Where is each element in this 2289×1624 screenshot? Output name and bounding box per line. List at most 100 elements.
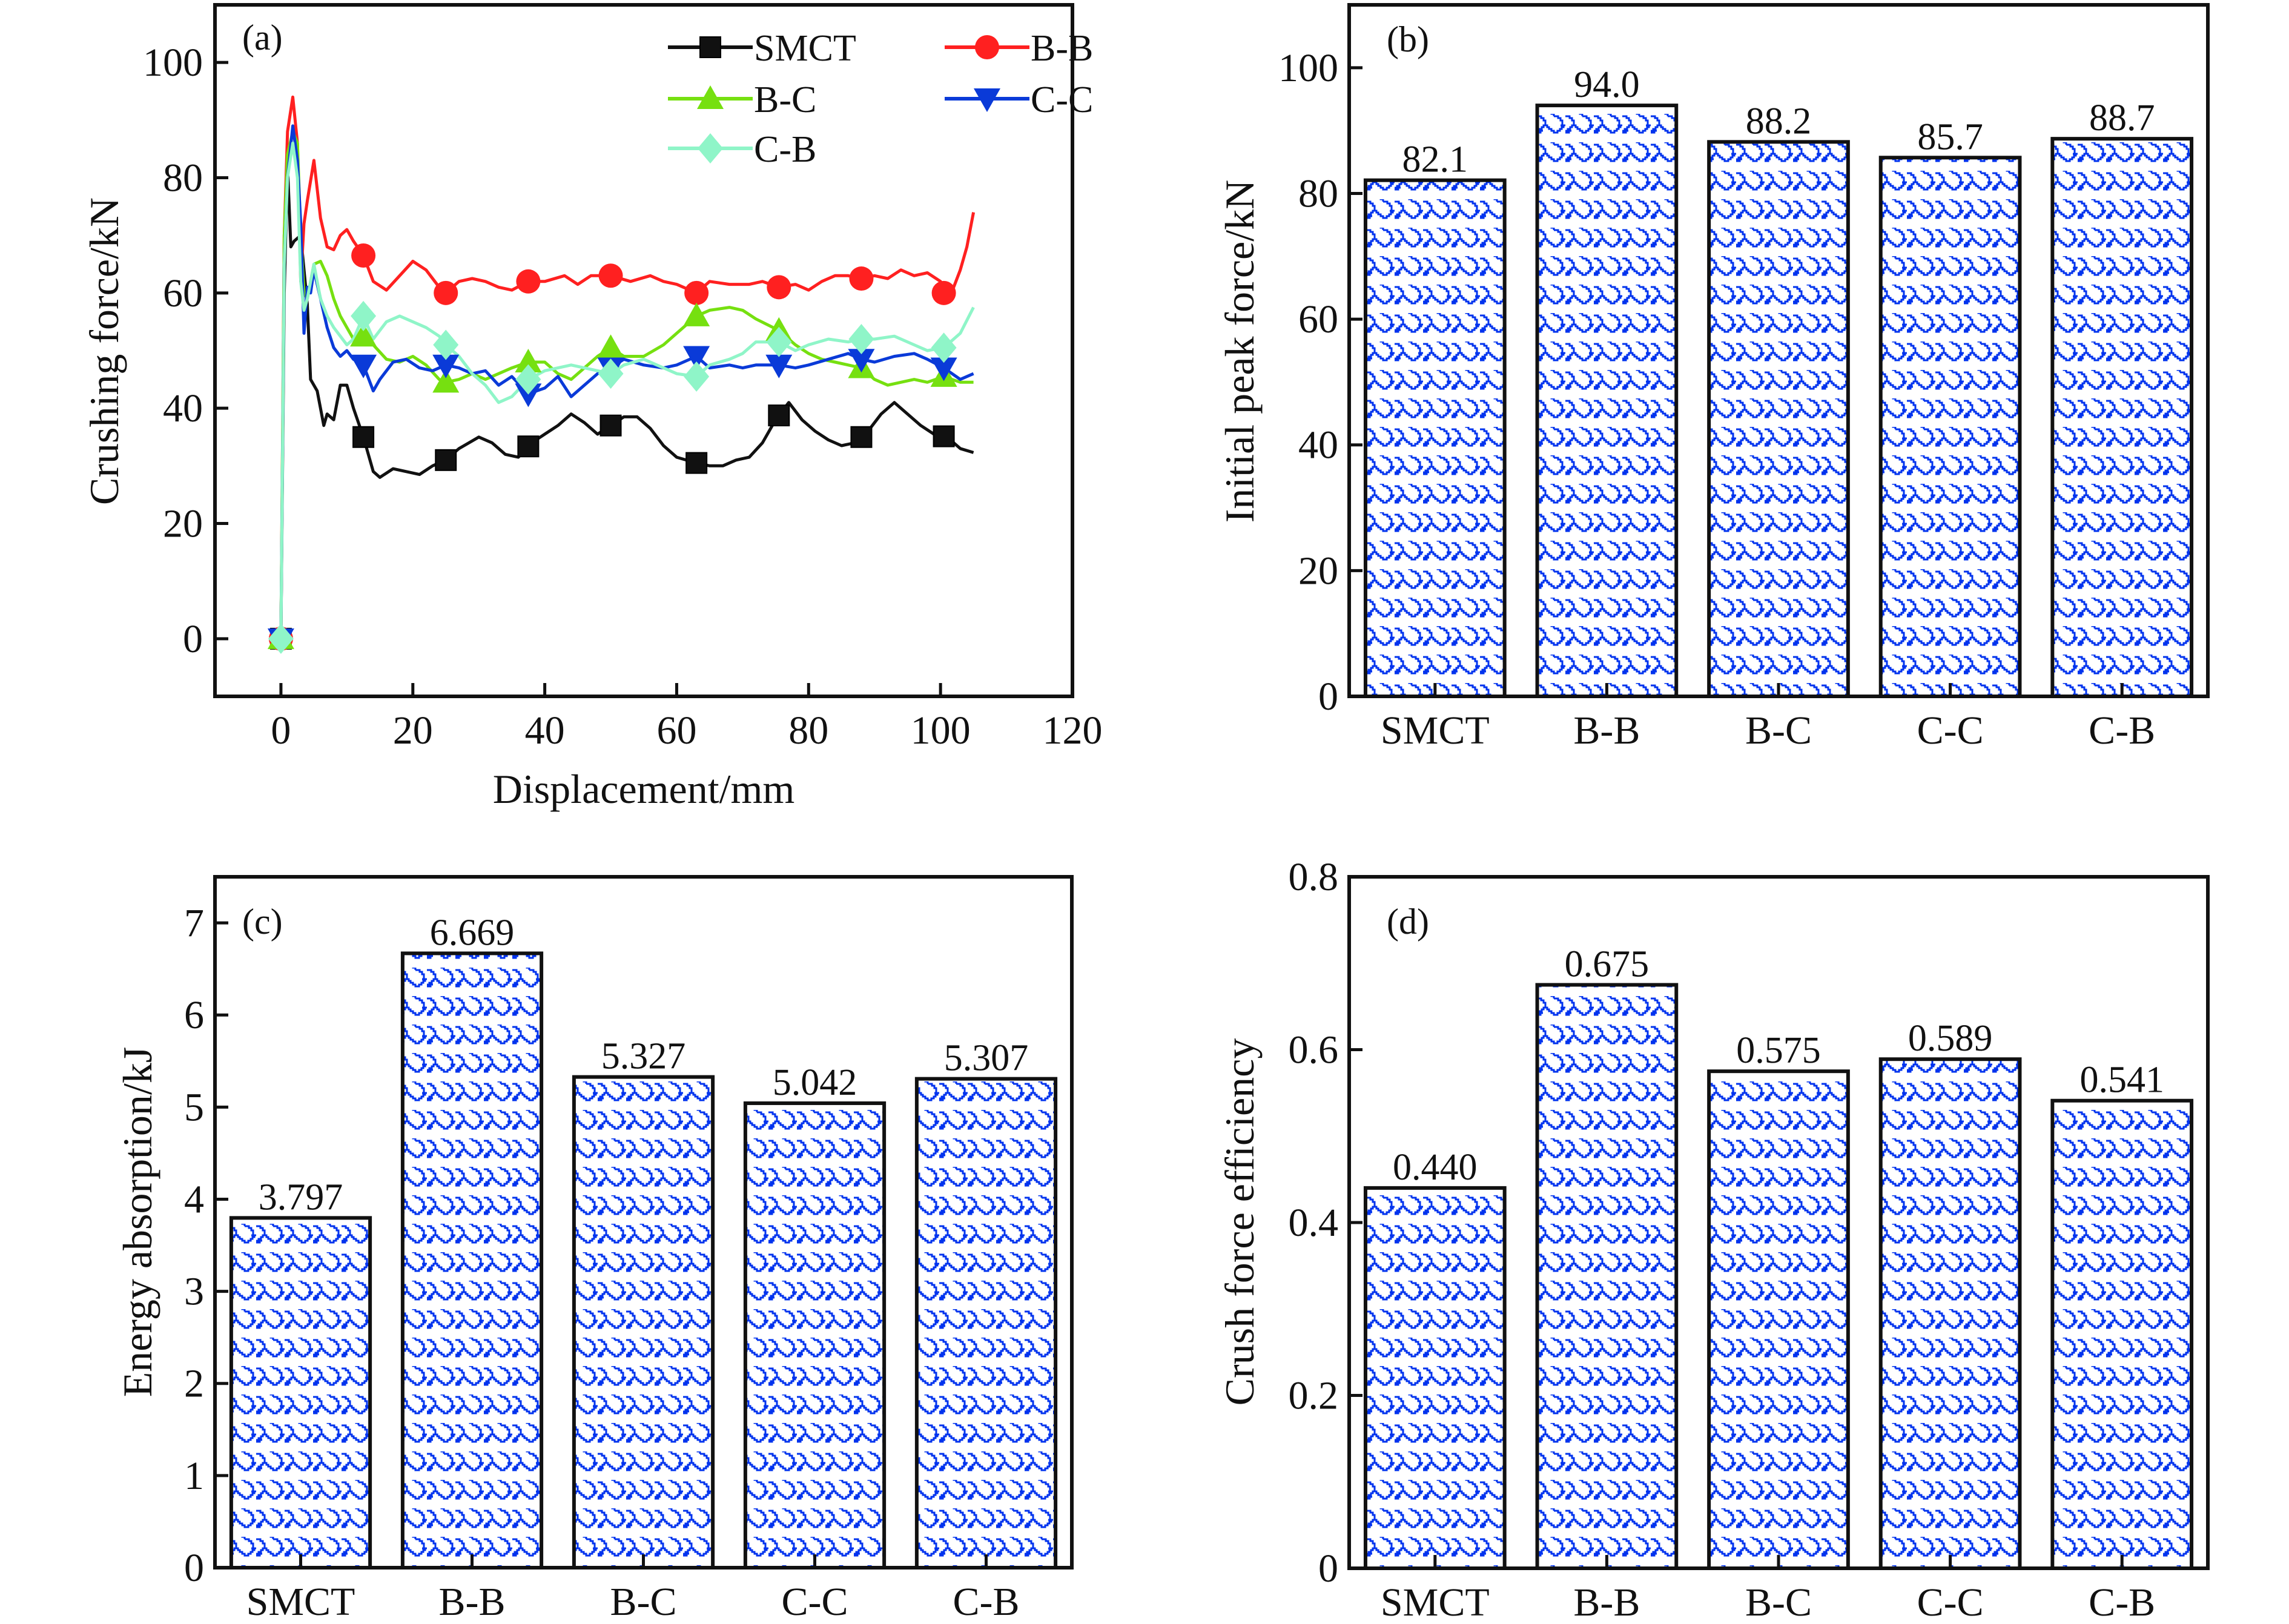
series-line-smct [279,165,974,639]
data-point-b-b [684,280,709,305]
y-tick-label: 7 [184,901,204,945]
x-tick-label: 0 [271,708,291,753]
panel-b-initial-peak-force: 82.1 94.0 88.2 85.7 88.7 SMCT B-B B-C C-C C-B 0 20… [1217,3,2210,753]
x-tick-label: 60 [656,708,696,753]
y-tick-label: 80 [1298,171,1338,216]
panel-a-crushing-force-curves: 0 20 40 60 80 100 0 20 40 60 80 100 120 (a) Displac… [81,3,1103,812]
x-tick-label: 40 [525,708,565,753]
legend-item-b-b: B-B [945,28,1093,69]
data-point-c-b [766,326,792,357]
y-tick-label: 0.2 [1289,1374,1339,1418]
bars: 3.797 6.669 5.327 5.042 5.307 [229,912,1058,1570]
y-tick-label: 100 [143,41,203,85]
y-tick-label: 80 [163,156,203,200]
y-axis-title: Initial peak force/kN [1217,180,1263,523]
y-tick-label: 0.8 [1289,855,1339,899]
y-tick-label: 0.6 [1289,1028,1339,1072]
data-point-b-b [931,280,956,305]
data-point-b-c [432,369,460,393]
y-tick-label: 1 [184,1454,204,1498]
legend-item-c-c: C-C [945,79,1093,120]
bar-value-label: 88.2 [1746,101,1812,142]
panel-d-crush-force-efficiency: 0.440 0.675 0.575 0.589 0.541 SMCT B-B B-C C-C C… [1217,855,2210,1624]
bar-smct [1363,1186,1507,1570]
x-tick-label: B-B [1573,708,1640,753]
legend-marker-diamond-icon [698,133,723,163]
y-tick-label: 0.4 [1289,1201,1339,1245]
data-point-c-b [268,623,294,654]
legend-label: C-B [754,129,816,170]
data-point-smct [850,426,873,448]
bar-b-c [572,1075,715,1570]
series-line-c-b [279,141,975,639]
x-tick-label: B-B [1573,1580,1640,1624]
x-tick-label: 20 [393,708,433,753]
data-point-smct [600,414,622,437]
panel-label: (a) [242,18,283,58]
data-point-c-c [350,354,377,378]
x-tick-label: B-C [610,1580,676,1624]
data-point-c-b [684,361,710,392]
y-tick-label: 3 [184,1270,204,1314]
data-point-c-b [515,364,541,395]
x-axis-title: Displacement/mm [493,766,795,812]
bar-c-c [1878,1057,2022,1570]
x-tick-label: B-C [1745,708,1812,753]
data-point-c-c [765,354,793,378]
bar-value-label: 82.1 [1402,139,1468,180]
x-tick-label: SMCT [1381,708,1490,753]
data-point-c-b [351,300,377,331]
bar-value-label: 88.7 [2089,97,2155,139]
data-point-c-b [848,323,874,354]
y-axis-title: Crushing force/kN [81,197,127,505]
y-tick-label: 0 [183,617,203,661]
series-markers [267,243,957,654]
x-tick-label: 120 [1043,708,1103,753]
data-point-smct [517,435,540,458]
x-tick-label: 100 [911,708,971,753]
legend-item-c-b: C-B [668,129,816,170]
y-tick-label: 20 [1298,549,1338,593]
x-tick-label: C-C [1917,1580,1984,1624]
bars: 0.440 0.675 0.575 0.589 0.541 [1363,943,2194,1571]
bar-b-b [400,951,544,1570]
data-point-smct [352,426,375,448]
data-point-c-c [930,357,957,381]
bar-smct [1363,178,1507,699]
data-point-c-c [848,349,875,373]
legend-marker-circle-icon [975,35,999,59]
data-point-b-c [683,302,710,326]
bar-b-c [1707,140,1850,699]
y-tick-label: 5 [184,1085,204,1129]
x-tick-label: C-B [2089,708,2155,753]
data-point-c-b [433,329,459,360]
bar-value-label: 0.541 [2079,1060,2164,1101]
x-tick-label: B-C [1745,1580,1812,1624]
y-axis-ticks: 0 20 40 60 80 100 [143,41,228,661]
y-tick-label: 60 [1298,297,1338,342]
data-point-b-b [351,243,376,268]
x-tick-label: C-B [2089,1580,2155,1624]
y-tick-label: 40 [163,386,203,431]
data-point-b-c [515,349,542,373]
x-tick-label: C-C [781,1580,848,1624]
legend-label: SMCT [754,28,856,69]
bar-c-c [743,1101,887,1570]
bar-c-c [1878,156,2022,698]
y-tick-label: 0 [184,1546,204,1590]
y-tick-label: 100 [1278,46,1338,90]
y-tick-label: 0 [1318,675,1338,719]
legend-item-b-c: B-C [668,79,816,120]
legend-label: C-C [1031,79,1093,120]
series-lines [279,95,976,639]
axes: SMCT B-B B-C C-C C-B 0 1 2 3 4 5 6 7 [184,901,1020,1624]
legend-label: B-C [754,79,816,120]
data-point-b-b [767,275,791,300]
bar-value-label: 94.0 [1574,64,1640,105]
bar-smct [229,1216,372,1570]
bars: 82.1 94.0 88.2 85.7 88.7 [1363,64,2194,699]
data-point-c-b [931,332,957,363]
data-point-smct [933,425,955,447]
x-tick-label: B-B [438,1580,505,1624]
